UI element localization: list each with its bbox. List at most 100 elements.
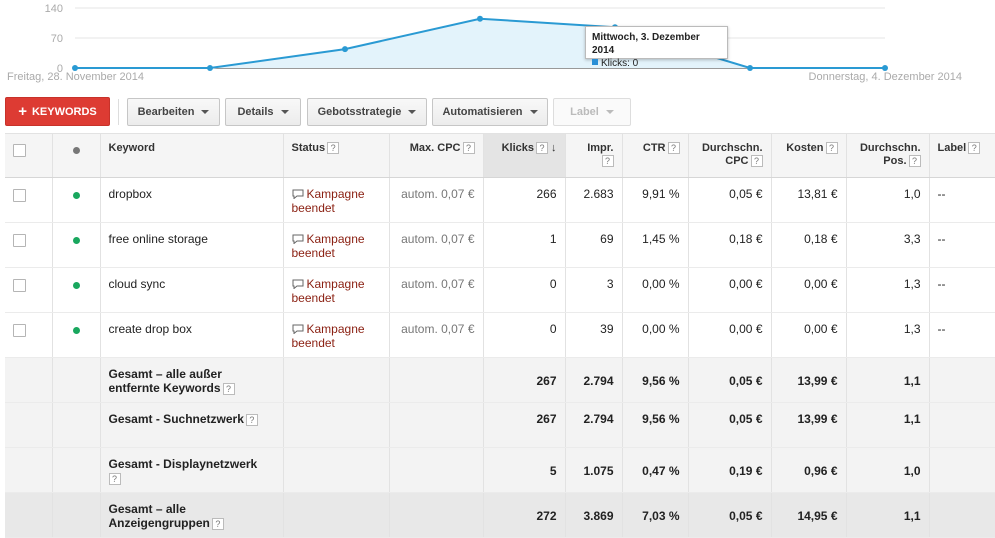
label-cell[interactable]: -- <box>929 177 995 223</box>
help-icon[interactable]: ? <box>601 155 614 167</box>
enabled-dot-icon[interactable] <box>72 327 80 334</box>
max-cpc-cell[interactable]: autom. 0,07 € <box>389 267 484 313</box>
total-impr: 1.075 <box>565 447 623 493</box>
status-cell[interactable]: Kampagne beendet <box>283 312 390 358</box>
header-keyword[interactable]: Keyword <box>100 133 284 178</box>
help-icon[interactable]: ? <box>211 518 224 530</box>
total-avg-pos: 1,1 <box>846 402 930 448</box>
help-icon[interactable]: ? <box>908 155 921 167</box>
enabled-dot-icon[interactable] <box>72 282 80 289</box>
header-avg-cpc-label: Durchschn. CPC <box>701 142 763 167</box>
header-keyword-label: Keyword <box>108 142 155 154</box>
header-select-all[interactable] <box>5 133 53 178</box>
data-point <box>477 15 483 22</box>
keyword-cell[interactable]: cloud sync <box>100 267 284 313</box>
help-icon[interactable]: ? <box>327 142 340 154</box>
status-cell[interactable]: Kampagne beendet <box>283 222 390 268</box>
header-max-cpc[interactable]: Max. CPC? <box>389 133 484 178</box>
row-checkbox[interactable] <box>13 279 26 292</box>
header-cost-label: Kosten <box>786 142 824 154</box>
header-state[interactable] <box>52 133 101 178</box>
automate-button[interactable]: Automatisieren <box>432 98 548 126</box>
header-impr[interactable]: Impr.? <box>565 133 623 178</box>
caret-down-icon <box>529 110 538 114</box>
empty-cell <box>389 357 484 403</box>
data-point <box>72 65 78 71</box>
row-checkbox[interactable] <box>13 324 26 337</box>
details-label: Details <box>237 106 274 118</box>
total-ctr: 7,03 % <box>622 492 689 538</box>
max-cpc-cell[interactable]: autom. 0,07 € <box>389 312 484 358</box>
row-select[interactable] <box>5 312 53 358</box>
help-icon[interactable]: ? <box>462 142 475 154</box>
empty-cell <box>929 402 995 448</box>
header-cost[interactable]: Kosten? <box>771 133 847 178</box>
header-clicks-label: Klicks <box>501 142 534 154</box>
help-icon[interactable]: ? <box>108 473 121 485</box>
label-cell[interactable]: -- <box>929 222 995 268</box>
header-label-label: Label <box>937 142 967 154</box>
keyword-cell[interactable]: free online storage <box>100 222 284 268</box>
label-button[interactable]: Label <box>553 98 631 126</box>
chart-end-date: Donnerstag, 4. Dezember 2014 <box>808 71 962 83</box>
help-icon[interactable]: ? <box>968 142 981 154</box>
max-cpc-cell[interactable]: autom. 0,07 € <box>389 177 484 223</box>
keyword-cell[interactable]: create drop box <box>100 312 284 358</box>
row-checkbox[interactable] <box>13 234 26 247</box>
header-label[interactable]: Label? <box>929 133 995 178</box>
caret-down-icon <box>408 110 417 114</box>
status-cell[interactable]: Kampagne beendet <box>283 177 390 223</box>
totals-label: Gesamt – alle außer entfernte Keywords <box>108 367 222 395</box>
bid-strategy-button[interactable]: Gebotsstrategie <box>307 98 427 126</box>
help-icon[interactable]: ? <box>750 155 763 167</box>
ctr-cell: 9,91 % <box>622 177 689 223</box>
total-avg-cpc: 0,19 € <box>688 447 772 493</box>
header-avg-pos[interactable]: Durchschn. Pos.? <box>846 133 930 178</box>
tooltip-label: Klicks: 0 <box>601 58 639 69</box>
help-icon[interactable]: ? <box>222 383 235 395</box>
ctr-cell: 0,00 % <box>622 267 689 313</box>
total-cost: 13,99 € <box>771 357 847 403</box>
cost-cell: 0,18 € <box>771 222 847 268</box>
keyword-cell[interactable]: dropbox <box>100 177 284 223</box>
row-state <box>52 267 101 313</box>
data-point <box>882 65 888 71</box>
details-button[interactable]: Details <box>225 98 301 126</box>
empty-cell <box>929 447 995 493</box>
row-select[interactable] <box>5 222 53 268</box>
help-icon[interactable]: ? <box>536 142 548 154</box>
data-point <box>747 65 753 71</box>
toolbar-divider <box>118 99 119 125</box>
header-max-cpc-label: Max. CPC <box>409 142 461 154</box>
header-ctr[interactable]: CTR? <box>622 133 689 178</box>
select-all-checkbox[interactable] <box>13 144 26 157</box>
empty-cell <box>5 357 53 403</box>
help-icon[interactable]: ? <box>667 142 680 154</box>
totals-row: Gesamt - Suchnetzwerk? 267 2.794 9,56 % … <box>5 402 995 448</box>
chart-tooltip: Mittwoch, 3. Dezember 2014 Klicks: 0 <box>585 26 728 69</box>
header-status[interactable]: Status? <box>283 133 390 178</box>
header-avg-cpc[interactable]: Durchschn. CPC? <box>688 133 772 178</box>
total-cost: 14,95 € <box>771 492 847 538</box>
row-checkbox[interactable] <box>13 189 26 202</box>
label-cell[interactable]: -- <box>929 267 995 313</box>
chart-start-date: Freitag, 28. November 2014 <box>7 71 144 83</box>
row-select[interactable] <box>5 267 53 313</box>
enabled-dot-icon[interactable] <box>72 192 80 199</box>
empty-cell <box>5 492 53 538</box>
help-icon[interactable]: ? <box>825 142 838 154</box>
totals-label-cell: Gesamt - Displaynetzwerk? <box>100 447 284 493</box>
bid-strategy-label: Gebotsstrategie <box>317 106 402 118</box>
header-clicks[interactable]: Klicks? ↓ <box>483 133 566 178</box>
enabled-dot-icon[interactable] <box>72 237 80 244</box>
edit-button[interactable]: Bearbeiten <box>127 98 220 126</box>
add-keywords-button[interactable]: + KEYWORDS <box>5 97 110 126</box>
label-cell[interactable]: -- <box>929 312 995 358</box>
cost-cell: 0,00 € <box>771 312 847 358</box>
header-impr-label: Impr. <box>587 142 614 154</box>
help-icon[interactable]: ? <box>245 414 258 426</box>
row-select[interactable] <box>5 177 53 223</box>
max-cpc-cell[interactable]: autom. 0,07 € <box>389 222 484 268</box>
status-cell[interactable]: Kampagne beendet <box>283 267 390 313</box>
empty-cell <box>929 492 995 538</box>
